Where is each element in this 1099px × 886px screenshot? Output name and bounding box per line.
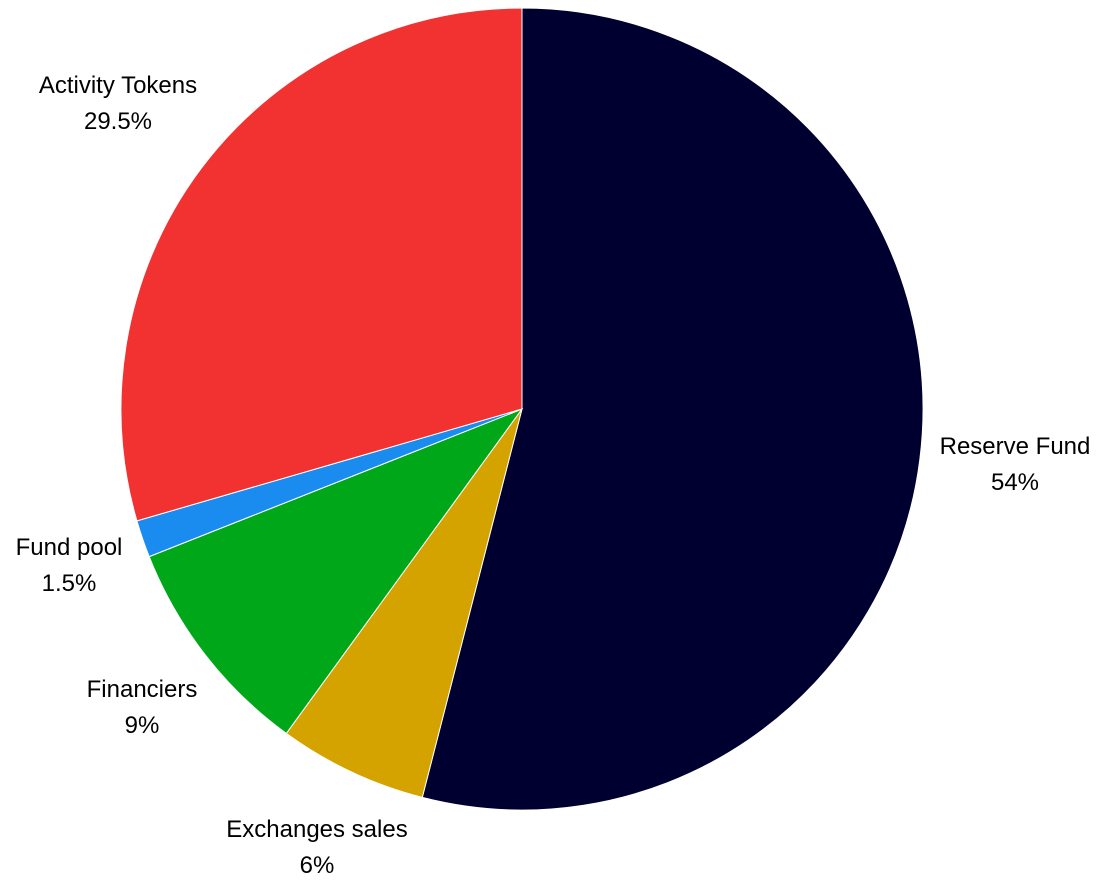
pie-slice-reserve-fund — [421, 7, 924, 811]
pie-slices — [120, 7, 924, 811]
pie-slice-financiers — [148, 407, 524, 735]
pie-labels: Reserve Fund 54% Exchanges sales 6% Financie… — [16, 72, 1091, 879]
slice-value-fund-pool: 1.5% — [42, 570, 97, 597]
pie-slice-activity-tokens — [120, 7, 523, 522]
slice-label-activity-tokens: Activity Tokens — [39, 72, 197, 99]
slice-value-reserve-fund: 54% — [991, 469, 1039, 496]
slice-value-exchanges-sales: 6% — [300, 852, 335, 879]
slice-value-financiers: 9% — [125, 712, 160, 739]
pie-slice-exchanges-sales — [285, 408, 523, 799]
slice-value-activity-tokens: 29.5% — [84, 108, 152, 135]
slice-label-fund-pool: Fund pool — [16, 534, 123, 561]
slice-label-exchanges-sales: Exchanges sales — [226, 816, 407, 843]
slice-label-financiers: Financiers — [87, 676, 198, 703]
slice-label-reserve-fund: Reserve Fund — [940, 433, 1091, 460]
